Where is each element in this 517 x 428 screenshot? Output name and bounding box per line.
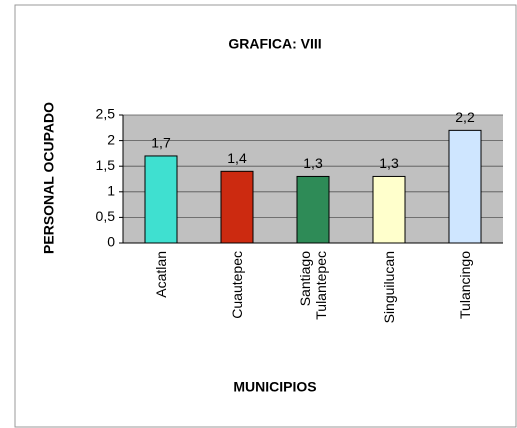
bar (372, 175, 406, 244)
data-label: 1,3 (303, 155, 323, 171)
bar (144, 155, 178, 244)
chart-title: GRAFICA: VIII (228, 36, 321, 52)
y-tick-label: 1 (107, 183, 115, 199)
y-tick-label: 1,5 (96, 157, 116, 173)
bar (448, 129, 482, 244)
data-label: 1,4 (227, 150, 247, 166)
data-label: 1,7 (151, 135, 171, 151)
bar (296, 175, 330, 244)
y-tick-label: 0 (107, 234, 115, 250)
x-tick-label: Santiago Tulantepec (297, 251, 329, 320)
y-tick-label: 2,5 (96, 106, 116, 122)
x-axis-label: MUNICIPIOS (233, 379, 316, 395)
x-tick-label: Cuautepec (229, 251, 245, 319)
x-tick-label: Tulancingo (457, 251, 473, 319)
data-label: 1,3 (379, 155, 399, 171)
y-tick-label: 0,5 (96, 208, 116, 224)
x-tick-label: Acatlan (153, 251, 169, 298)
data-label: 2,2 (455, 109, 475, 125)
y-tick-label: 2 (107, 131, 115, 147)
x-tick-label: Singuilucan (381, 251, 397, 324)
bar (220, 170, 254, 244)
y-axis-label: PERSONAL OCUPADO (41, 102, 57, 254)
